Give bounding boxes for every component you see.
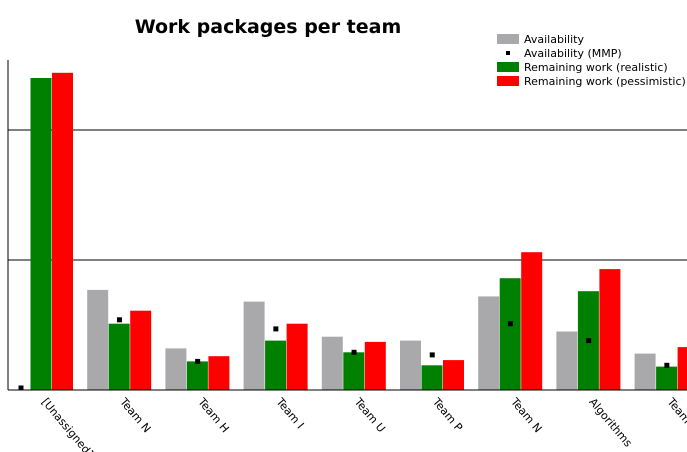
legend-swatch [497,34,519,44]
x-tick-label: Team N [117,395,154,435]
bar-availability [87,289,109,390]
bar-availability [478,296,500,390]
bar-availability [634,353,656,390]
bar-remaining-work-pessimistic- [130,310,152,390]
bar-remaining-work-pessimistic- [599,269,621,390]
legend-label: Remaining work (realistic) [524,61,668,74]
legend-swatch [497,62,519,72]
x-tick-labels: [Unassigned] Team N Team H Team I Team U Team… [39,395,687,452]
bar-remaining-work-realistic- [499,278,521,390]
x-tick-label: Team U [351,395,388,435]
marker-availability-mmp [116,317,122,323]
marker-availability-mmp [195,358,201,364]
bar-availability [321,336,343,390]
marker-availability-mmp [18,385,24,391]
bar-availability [165,348,187,390]
x-tick-label: [Unassigned] [39,396,96,452]
x-tick-label: Team H [195,395,232,435]
legend-label: Remaining work (pessimistic) [524,75,686,88]
x-tick-label: Team N [508,395,545,435]
bar-remaining-work-realistic- [265,340,287,390]
x-axis [7,60,687,391]
bar-remaining-work-realistic- [656,366,678,390]
bar-remaining-work-realistic- [108,323,130,390]
bar-remaining-work-realistic- [30,78,52,390]
markers-group [18,317,670,391]
bar-remaining-work-realistic- [343,352,365,390]
bar-remaining-work-pessimistic- [521,252,543,390]
marker-availability-mmp [664,362,670,368]
x-tick-label: Team S [664,395,687,434]
bars-group [30,72,687,391]
bar-remaining-work-realistic- [421,365,443,390]
bar-remaining-work-pessimistic- [364,341,386,390]
grid-lines [8,129,687,261]
bar-remaining-work-realistic- [186,361,208,390]
marker-availability-mmp [351,349,357,355]
bar-availability [243,301,265,390]
legend-swatch [497,76,519,86]
marker-availability-mmp [273,326,279,332]
marker-availability-mmp [586,338,592,344]
bar-availability [400,340,421,390]
legend-label: Availability [524,33,584,46]
bar-remaining-work-pessimistic- [677,347,687,390]
bar-remaining-work-pessimistic- [443,360,464,390]
marker-availability-mmp [429,352,435,358]
marker-availability-mmp [507,321,513,327]
bar-remaining-work-pessimistic- [52,72,73,391]
legend-label: Availability (MMP) [524,47,622,60]
bar-remaining-work-pessimistic- [208,356,230,390]
x-tick-label: Team P [429,395,465,434]
x-tick-label: Algorithms [586,396,634,450]
chart-title: Work packages per team [135,16,402,38]
legend-swatch [506,51,510,55]
bar-availability [556,331,578,390]
x-tick-label: Team I [273,395,307,432]
bar-remaining-work-pessimistic- [286,323,308,390]
